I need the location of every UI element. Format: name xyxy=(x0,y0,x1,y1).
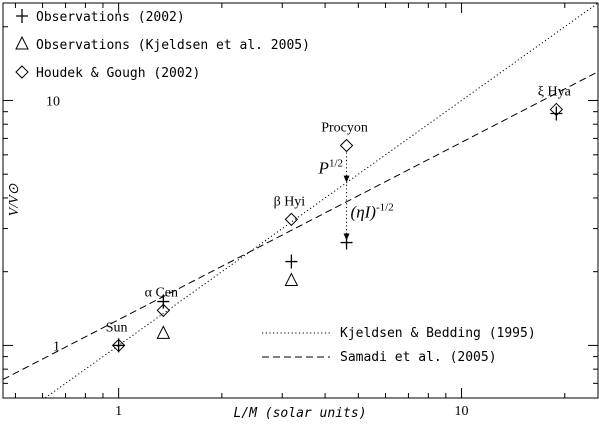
diamond-marker xyxy=(15,65,29,79)
annotation-exp: 1/2 xyxy=(329,158,343,170)
y-tick-label: 10 xyxy=(46,94,60,109)
star-label: Procyon xyxy=(321,120,368,135)
plus-marker xyxy=(157,294,170,309)
x-tick-label: 1 xyxy=(115,404,122,419)
legend-label: Observations (2002) xyxy=(36,10,185,25)
x-tick-label: 10 xyxy=(455,404,469,419)
triangle-marker xyxy=(156,325,171,339)
star-label: β Hyi xyxy=(274,194,306,209)
plus-marker xyxy=(112,338,125,353)
star-label: α Cen xyxy=(145,285,178,300)
model-line xyxy=(3,71,598,380)
triangle-marker xyxy=(284,272,299,287)
legend-label: Houdek & Gough (2002) xyxy=(36,66,200,81)
arrow-head xyxy=(343,233,350,241)
plot-frame xyxy=(2,2,599,399)
triangle-marker xyxy=(15,35,29,50)
diamond-marker xyxy=(111,338,126,353)
annotation-base: P xyxy=(318,159,329,178)
annotation: (ηI)-1/2 xyxy=(351,202,394,222)
star-label: ξ Hya xyxy=(538,84,572,99)
annotation-base: (ηI) xyxy=(351,203,377,222)
y-tick-label: 1 xyxy=(53,339,60,354)
arrow-head xyxy=(343,175,350,183)
legend-label: Samadi et al. (2005) xyxy=(340,350,497,365)
diamond-marker xyxy=(284,212,299,227)
plus-marker xyxy=(550,106,563,121)
plus-marker xyxy=(285,254,298,269)
legend-label: Observations (Kjeldsen et al. 2005) xyxy=(36,38,310,53)
diamond-marker xyxy=(156,303,171,318)
star-label: Sun xyxy=(106,320,128,335)
diamond-marker xyxy=(339,138,354,153)
legend-label: Kjeldsen & Bedding (1995) xyxy=(340,326,536,341)
plus-marker xyxy=(16,9,28,23)
annotation-exp: -1/2 xyxy=(376,202,394,214)
x-axis-label: L/M (solar units) xyxy=(233,406,366,421)
y-axis-label: V/V⊙ xyxy=(7,183,22,216)
diamond-marker xyxy=(549,102,564,117)
annotation: P1/2 xyxy=(318,158,343,178)
